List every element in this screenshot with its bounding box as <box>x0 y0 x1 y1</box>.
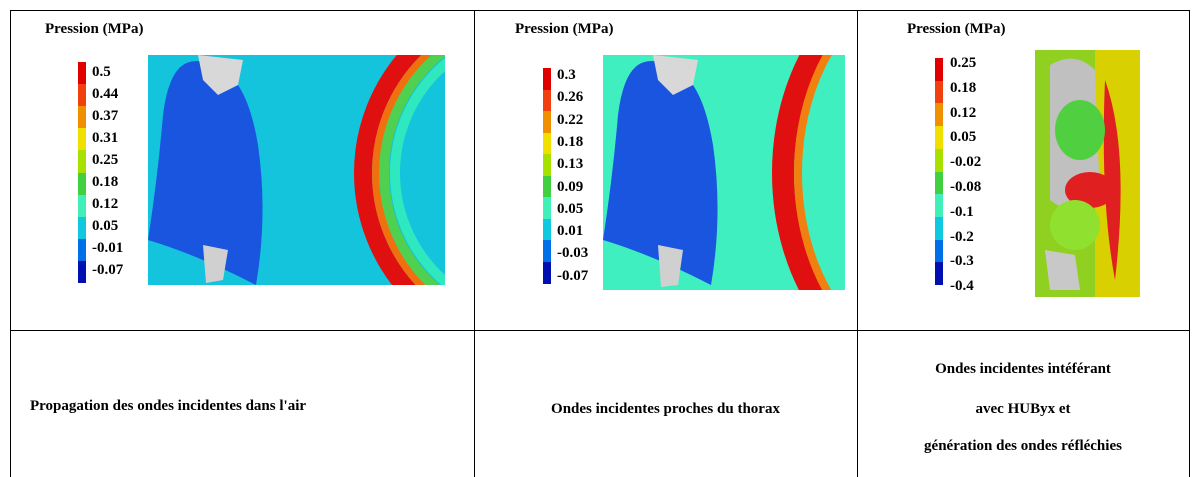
table-border <box>10 10 1190 11</box>
caption: avec HUByx et <box>975 401 1071 417</box>
caption: génération des ondes réfléchies <box>924 438 1122 454</box>
colorbar-segment <box>935 239 943 263</box>
legend-title: Pression (MPa) <box>515 21 614 37</box>
colorbar-segment <box>78 260 86 284</box>
legend-title: Pression (MPa) <box>45 21 144 37</box>
colorbar-segment <box>78 150 86 173</box>
colorbar-segment <box>543 218 551 241</box>
colorbar-label: 0.22 <box>557 111 584 128</box>
colorbar-label: 0.05 <box>557 200 584 217</box>
colorbar-segment <box>78 84 86 107</box>
colorbar-label: 0.25 <box>92 152 119 168</box>
colorbar-segment <box>543 68 551 90</box>
colorbar-segment <box>543 154 551 176</box>
row-divider <box>10 330 1190 331</box>
colorbar-label: 0.18 <box>92 174 119 190</box>
colorbar-segment <box>78 172 86 196</box>
colorbar-segment <box>935 262 943 286</box>
colorbar-label: -0.01 <box>92 240 124 256</box>
colorbar-segment <box>935 216 943 241</box>
colorbar-segment <box>543 111 551 133</box>
colorbar-label: 0.3 <box>557 67 576 83</box>
colorbar-label: 0.18 <box>557 133 584 150</box>
colorbar-label: -0.08 <box>950 179 982 195</box>
caption: Propagation des ondes incidentes dans l'… <box>30 398 307 414</box>
colorbar-segment <box>935 171 943 195</box>
colorbar-segment <box>78 238 86 262</box>
colorbar-label: 0.25 <box>950 55 977 71</box>
colorbar-label: 0.31 <box>92 130 119 146</box>
colorbar-label: -0.3 <box>950 253 974 270</box>
simulation-image <box>148 55 445 285</box>
colorbar-segment <box>543 89 551 112</box>
table-border <box>10 10 11 477</box>
colorbar-label: -0.03 <box>557 245 589 262</box>
colorbar-segment <box>78 128 86 151</box>
colorbar-label: -0.07 <box>92 262 124 278</box>
colorbar-segment <box>78 216 86 240</box>
colorbar-segment <box>543 132 551 155</box>
colorbar-segment <box>78 106 86 129</box>
colorbar-label: -0.4 <box>950 278 974 295</box>
simulation-image <box>603 55 845 290</box>
colorbar-segment <box>935 80 943 104</box>
colorbar-label: 0.13 <box>557 156 584 173</box>
colorbar-label: -0.07 <box>557 267 589 284</box>
colorbar-segment <box>78 62 86 85</box>
table-border <box>1189 10 1190 477</box>
colorbar-segment <box>543 197 551 219</box>
colorbar-label: 0.05 <box>92 218 119 234</box>
column-divider <box>474 10 475 477</box>
colorbar-label: 0.18 <box>950 79 977 96</box>
colorbar-segment <box>543 261 551 284</box>
colorbar-segment <box>78 194 86 218</box>
column-divider <box>857 10 858 477</box>
colorbar-label: 0.37 <box>92 108 119 124</box>
colorbar-segment <box>935 58 943 82</box>
caption: Ondes incidentes proches du thorax <box>551 401 780 417</box>
colorbar-segment <box>543 240 551 262</box>
colorbar-segment <box>935 126 943 150</box>
colorbar-label: 0.44 <box>92 86 119 102</box>
colorbar-label: 0.12 <box>92 196 119 212</box>
colorbar-label: 0.09 <box>557 178 584 195</box>
colorbar-label: 0.26 <box>557 89 584 106</box>
caption: Ondes incidentes intéférant <box>935 361 1111 377</box>
colorbar-label: 0.5 <box>92 64 111 80</box>
colorbar-label: -0.02 <box>950 154 982 171</box>
colorbar-label: 0.05 <box>950 129 977 146</box>
colorbar-label: 0.12 <box>950 104 977 121</box>
colorbar-label: -0.1 <box>950 203 974 220</box>
colorbar-label: -0.2 <box>950 228 974 245</box>
colorbar-segment <box>543 175 551 198</box>
colorbar-segment <box>935 103 943 127</box>
colorbar-label: 0.01 <box>557 223 584 240</box>
simulation-image <box>1035 50 1140 297</box>
colorbar-segment <box>935 148 943 172</box>
colorbar-segment <box>935 194 943 218</box>
legend-title: Pression (MPa) <box>907 21 1006 37</box>
